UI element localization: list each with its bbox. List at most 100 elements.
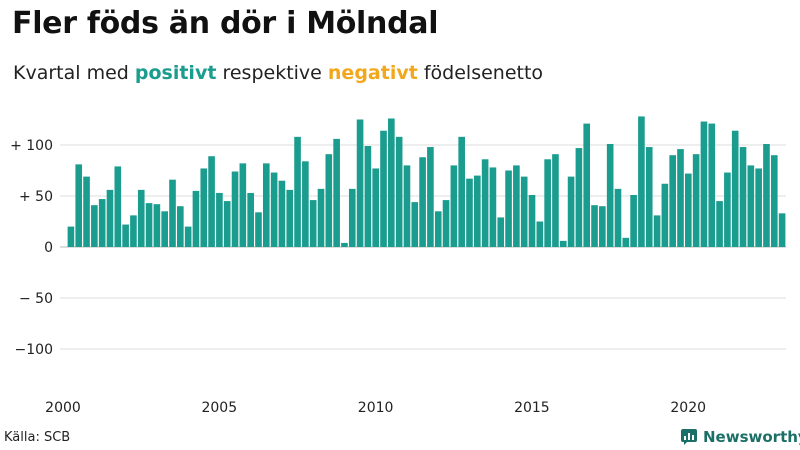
bar bbox=[770, 155, 778, 247]
bar bbox=[677, 149, 684, 247]
chart-subtitle: Kvartal med positivt respektive negativt… bbox=[13, 62, 543, 84]
bar bbox=[700, 121, 708, 247]
bar bbox=[262, 163, 270, 247]
x-tick-label: 2020 bbox=[670, 400, 706, 416]
bar bbox=[122, 224, 129, 247]
subtitle-positive: positivt bbox=[134, 62, 217, 84]
bar bbox=[302, 161, 309, 247]
bar bbox=[653, 215, 661, 247]
bar bbox=[427, 147, 434, 247]
bar bbox=[724, 172, 731, 247]
bar bbox=[184, 226, 192, 247]
bar bbox=[388, 118, 395, 247]
bar bbox=[333, 138, 340, 247]
bar bbox=[348, 188, 356, 247]
bar bbox=[575, 148, 583, 247]
bar bbox=[559, 240, 567, 247]
bar bbox=[489, 167, 497, 247]
subtitle-middle: respektive bbox=[216, 62, 328, 84]
bar bbox=[513, 165, 520, 247]
x-axis-ticks: 2000 2005 2010 2015 2020 bbox=[45, 400, 706, 416]
bar bbox=[341, 242, 348, 247]
y-tick-label: + 50 bbox=[19, 189, 53, 205]
y-tick-label: + 100 bbox=[10, 138, 53, 154]
bar bbox=[669, 155, 676, 247]
y-axis-ticks: + 100 + 50 0 − 50 −100 bbox=[10, 138, 53, 358]
bar bbox=[614, 188, 622, 247]
bar bbox=[380, 130, 387, 247]
bar bbox=[161, 211, 168, 247]
bar bbox=[67, 226, 75, 247]
bar bbox=[145, 203, 153, 247]
bar bbox=[91, 205, 98, 247]
bar bbox=[317, 188, 325, 247]
bar bbox=[622, 237, 630, 247]
bar bbox=[372, 168, 380, 247]
bar bbox=[231, 171, 239, 247]
bars bbox=[67, 116, 786, 247]
bar bbox=[583, 123, 591, 247]
bar bbox=[458, 136, 465, 247]
bar bbox=[364, 146, 372, 247]
bar bbox=[731, 130, 739, 247]
bar bbox=[497, 217, 505, 247]
bar bbox=[747, 165, 755, 247]
bar bbox=[395, 136, 403, 247]
bar bbox=[106, 189, 114, 247]
y-tick-label: −100 bbox=[15, 342, 53, 358]
newsworthy-logo-icon bbox=[681, 429, 697, 445]
subtitle-negative: negativt bbox=[327, 62, 418, 84]
bar bbox=[466, 178, 473, 247]
bar bbox=[137, 189, 145, 247]
bar bbox=[763, 143, 770, 247]
bar bbox=[239, 163, 247, 247]
bar bbox=[411, 202, 419, 247]
bar bbox=[98, 199, 106, 247]
bar bbox=[528, 194, 536, 247]
bar bbox=[520, 176, 528, 247]
x-tick-label: 2000 bbox=[45, 400, 81, 416]
bar bbox=[208, 156, 215, 247]
bar bbox=[739, 147, 747, 247]
bar bbox=[130, 215, 137, 247]
bar bbox=[83, 176, 90, 247]
bar bbox=[755, 168, 762, 247]
bar bbox=[685, 173, 692, 247]
bar bbox=[692, 154, 700, 247]
bar bbox=[473, 175, 481, 247]
subtitle-suffix: födelsenetto bbox=[417, 62, 544, 84]
bar bbox=[223, 201, 231, 247]
bar bbox=[278, 180, 286, 247]
bar bbox=[200, 168, 208, 247]
bar bbox=[419, 157, 426, 247]
bar bbox=[169, 179, 176, 247]
bar bbox=[356, 119, 364, 247]
bar bbox=[716, 201, 723, 247]
y-tick-label: − 50 bbox=[19, 291, 53, 307]
bar bbox=[778, 213, 786, 247]
bar bbox=[442, 200, 450, 247]
bar bbox=[599, 206, 606, 247]
bar bbox=[544, 159, 551, 247]
bar bbox=[294, 136, 301, 247]
bar bbox=[536, 221, 544, 247]
bar bbox=[114, 166, 122, 247]
brand-logo[interactable]: Newsworthy bbox=[680, 428, 800, 446]
bar bbox=[255, 212, 262, 247]
source-label: Källa: SCB bbox=[4, 430, 71, 445]
bar bbox=[286, 189, 294, 247]
bar bbox=[591, 205, 598, 247]
chart-title: Fler föds än dör i Mölndal bbox=[12, 6, 439, 41]
brand-name: Newsworthy bbox=[703, 428, 800, 446]
bar bbox=[481, 159, 489, 247]
bar bbox=[450, 165, 458, 247]
bar bbox=[567, 176, 575, 247]
bar bbox=[434, 211, 442, 247]
bar bbox=[661, 183, 669, 247]
subtitle-prefix: Kvartal med bbox=[13, 62, 135, 84]
bar bbox=[75, 164, 83, 247]
x-tick-label: 2005 bbox=[201, 400, 237, 416]
bar bbox=[505, 170, 512, 247]
bar bbox=[270, 172, 278, 247]
bar bbox=[192, 190, 200, 247]
